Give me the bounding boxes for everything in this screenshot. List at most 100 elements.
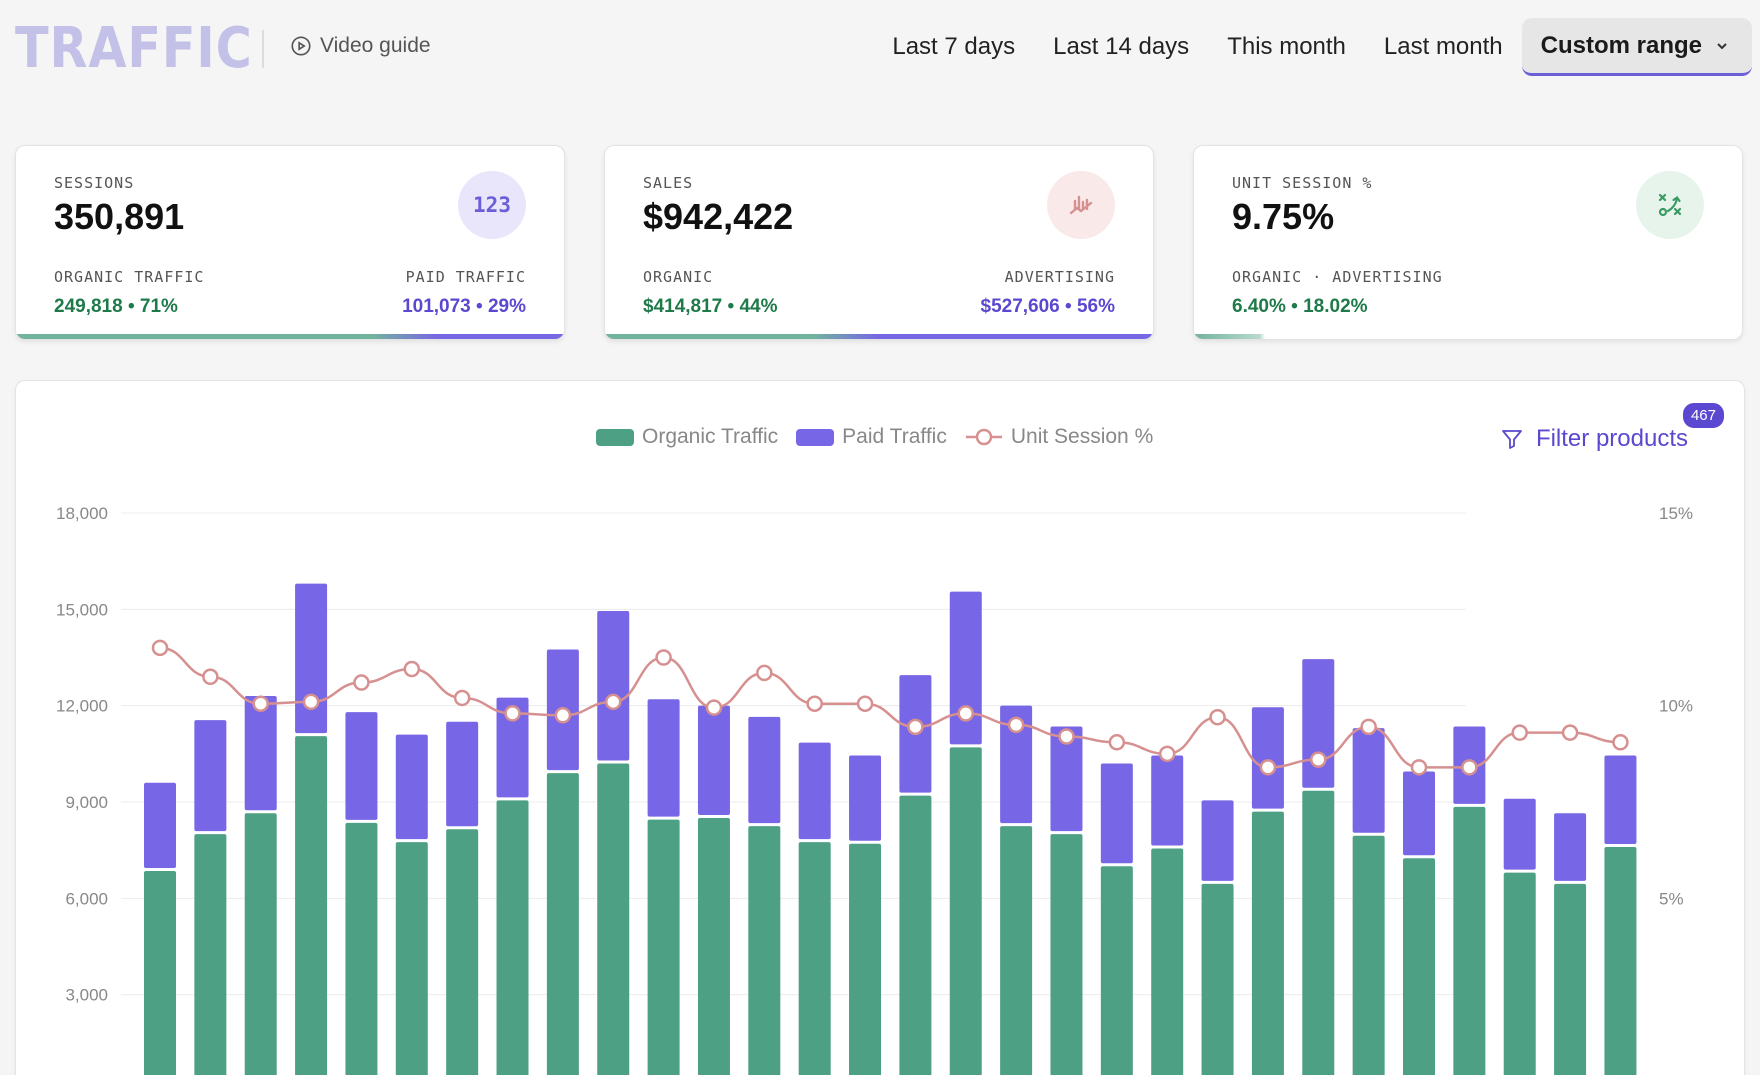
paid-bar	[1251, 707, 1284, 809]
organic-bar	[1302, 790, 1335, 1075]
paid-bar	[647, 699, 680, 817]
unit-session-card: UNIT SESSION % 9.75% ORGANIC · ADVERTISI…	[1193, 145, 1743, 340]
paid-bar	[849, 755, 882, 841]
organic-bar	[1000, 826, 1033, 1075]
strategy-icon	[1636, 171, 1704, 239]
filter-count-badge: 467	[1680, 401, 1726, 430]
header-divider	[262, 30, 264, 68]
paid-bar	[697, 705, 730, 816]
organic-bar	[194, 834, 227, 1075]
paid-bar	[295, 583, 328, 734]
unit-session-point	[1410, 759, 1428, 776]
paid-bar	[496, 697, 529, 798]
paid-bar	[798, 742, 831, 840]
paid-bar	[1201, 800, 1234, 881]
paid-bar	[748, 716, 781, 824]
y-tick-label: 3,000	[65, 986, 108, 1005]
unit-session-point	[756, 664, 773, 682]
unit-session-point	[252, 695, 269, 712]
unit-session-point	[403, 660, 421, 678]
unit-session-point	[1511, 724, 1528, 741]
unit-session-point	[1310, 751, 1327, 768]
organic-bar	[395, 842, 428, 1075]
paid-bar	[1352, 728, 1385, 833]
organic-bar	[345, 822, 378, 1075]
play-circle-icon	[291, 36, 311, 56]
traffic-chart: 18,000 15,000 12,000 9,000 6,000 3,000 15% 10% 5…	[56, 504, 1693, 1075]
unit-session-point	[1259, 759, 1277, 776]
sales-value: $942,422	[643, 196, 794, 237]
organic-bar	[144, 871, 176, 1075]
range-last-month[interactable]: Last month	[1383, 33, 1503, 60]
paid-bar	[949, 591, 982, 745]
paid-traffic-value: 101,073 • 29%	[402, 296, 526, 317]
unit-session-point	[856, 695, 874, 712]
unit-session-point	[554, 707, 572, 724]
paid-bar	[244, 696, 277, 811]
legend-unit-session[interactable]: Unit Session %	[965, 425, 1153, 449]
custom-range-label: Custom range	[1540, 32, 1702, 59]
paid-bar	[1000, 705, 1033, 824]
legend-organic-traffic[interactable]: Organic Traffic	[596, 425, 778, 449]
unit-session-point	[655, 649, 672, 666]
video-guide-link[interactable]: Video guide	[290, 34, 431, 58]
unit-session-split-value: 6.40% • 18.02%	[1232, 296, 1368, 317]
filter-products-button[interactable]: Filter products	[1500, 425, 1688, 453]
paid-bar	[1050, 726, 1083, 832]
unit-session-point	[353, 674, 370, 691]
paid-bar	[1503, 798, 1536, 870]
paid-bar	[1100, 763, 1133, 864]
paid-bar	[194, 720, 227, 832]
unit-session-point	[907, 718, 924, 736]
unit-session-point	[453, 689, 471, 707]
organic-bar	[798, 842, 831, 1075]
unit-session-label: UNIT SESSION %	[1232, 174, 1373, 192]
unit-session-point	[705, 699, 723, 716]
legend-paid-traffic[interactable]: Paid Traffic	[796, 425, 947, 449]
organic-traffic-label: ORGANIC TRAFFIC	[54, 268, 205, 286]
organic-bar	[1251, 811, 1284, 1075]
traffic-chart-panel: 18,000 15,000 12,000 9,000 6,000 3,000 15% 10% 5…	[15, 380, 1745, 1075]
y2-tick-label: 5%	[1659, 889, 1684, 908]
y-tick-label: 6,000	[65, 889, 108, 908]
chevron-down-icon	[1717, 43, 1727, 50]
organic-bar	[1503, 872, 1536, 1075]
organic-bar	[1453, 806, 1486, 1075]
sales-split-bar	[605, 334, 1153, 339]
paid-bar	[395, 734, 428, 840]
unit-session-sub-label: ORGANIC · ADVERTISING	[1232, 268, 1443, 286]
organic-bar	[1403, 858, 1435, 1075]
date-range-selector: Last 7 days Last 14 days This month Last…	[873, 18, 1752, 76]
numbers-icon: 123	[458, 171, 526, 239]
organic-bar	[1100, 866, 1133, 1075]
unit-session-point	[806, 695, 823, 712]
range-last-7-days[interactable]: Last 7 days	[892, 33, 1016, 60]
range-this-month[interactable]: This month	[1227, 33, 1346, 60]
unit-session-point	[1461, 759, 1478, 776]
y-tick-label: 12,000	[56, 697, 108, 716]
paid-bar	[144, 782, 176, 869]
custom-range-dropdown[interactable]: Custom range	[1521, 18, 1752, 76]
paid-bar	[1554, 813, 1587, 881]
y2-tick-label: 10%	[1659, 697, 1693, 716]
paid-bar	[345, 712, 378, 820]
range-last-14-days[interactable]: Last 14 days	[1053, 33, 1190, 60]
unit-session-point	[1360, 718, 1377, 736]
numbers-icon-glyph: 123	[473, 193, 511, 217]
paid-bar	[1604, 755, 1637, 844]
chart-legend: Organic Traffic Paid Traffic Unit Sessio…	[596, 425, 1153, 449]
y-tick-label: 9,000	[65, 793, 108, 812]
sales-label: SALES	[643, 174, 694, 192]
organic-bar	[496, 800, 529, 1075]
unit-session-split-bar	[1194, 334, 1742, 339]
paid-bar	[1302, 659, 1335, 788]
sessions-label: SESSIONS	[54, 174, 135, 192]
organic-bar	[1554, 883, 1587, 1075]
unit-session-value: 9.75%	[1232, 196, 1335, 237]
unit-session-point	[151, 639, 169, 657]
unit-session-point	[1058, 728, 1075, 745]
organic-sales-label: ORGANIC	[643, 268, 714, 286]
organic-bar	[597, 763, 630, 1075]
legend-swatch-organic	[596, 428, 634, 446]
advertising-sales-label: ADVERTISING	[1004, 268, 1115, 286]
